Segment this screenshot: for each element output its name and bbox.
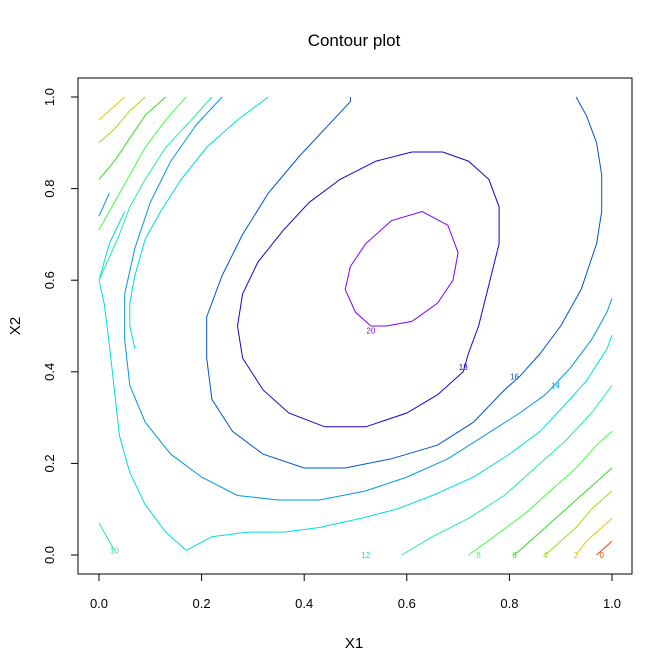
contour-line-0 (596, 540, 613, 556)
y-tick-label: 0.4 (42, 363, 57, 381)
contour-line-8 (468, 430, 613, 556)
contour-line-14 (98, 192, 110, 217)
y-tick-label: 0.8 (42, 180, 57, 198)
contour-line-18 (236, 151, 500, 428)
contour-label-18: 18 (459, 363, 468, 372)
x-tick-label: 0.2 (193, 596, 211, 611)
y-tick-label: 0.0 (42, 546, 57, 564)
contour-line-4 (544, 490, 613, 556)
contour-layer (98, 96, 613, 556)
contour-line-12 (98, 211, 126, 281)
y-tick-label: 1.0 (42, 88, 57, 106)
contour-line-8 (98, 96, 187, 231)
contour-line-12 (185, 335, 613, 551)
contour-line-10 (98, 522, 115, 551)
contour-line-6 (98, 96, 167, 180)
contour-line-12 (129, 96, 269, 350)
plot-frame (77, 77, 633, 575)
contour-line-16 (503, 96, 603, 391)
y-tick-label: 0.2 (42, 454, 57, 472)
contour-line-10 (98, 96, 213, 281)
y-tick-label: 0.6 (42, 271, 57, 289)
y-axis: 0.0 0.2 0.4 0.6 0.8 1.0 (42, 88, 79, 564)
chart-title: Contour plot (308, 31, 401, 50)
x-tick-label: 1.0 (603, 596, 621, 611)
contour-label-16: 16 (510, 372, 519, 381)
contour-line-2 (98, 96, 126, 121)
contour-line-14 (124, 96, 613, 501)
contour-label-12: 12 (361, 551, 370, 560)
contour-label-2: 2 (574, 551, 579, 560)
contour-line-12 (98, 280, 187, 551)
y-axis-label: X2 (7, 317, 24, 335)
contour-line-2 (575, 518, 613, 556)
contour-line-16 (206, 97, 505, 469)
contour-line-6 (514, 467, 613, 556)
contour-label-20: 20 (366, 327, 375, 336)
contour-line-10 (401, 385, 613, 556)
x-tick-label: 0.4 (295, 596, 313, 611)
contour-line-20 (344, 210, 459, 327)
contour-label-14: 14 (551, 382, 560, 391)
contour-label-4: 4 (543, 551, 548, 560)
contour-label-6: 6 (512, 551, 517, 560)
x-axis-label: X1 (345, 635, 363, 652)
x-tick-label: 0.0 (90, 596, 108, 611)
contour-line-4 (98, 96, 146, 144)
contour-label-8: 8 (476, 551, 481, 560)
contour-label-0: 0 (600, 551, 605, 560)
contour-label-10: 10 (110, 546, 119, 555)
x-tick-label: 0.6 (398, 596, 416, 611)
x-axis: 0.0 0.2 0.4 0.6 0.8 1.0 (90, 573, 621, 611)
x-tick-label: 0.8 (500, 596, 518, 611)
